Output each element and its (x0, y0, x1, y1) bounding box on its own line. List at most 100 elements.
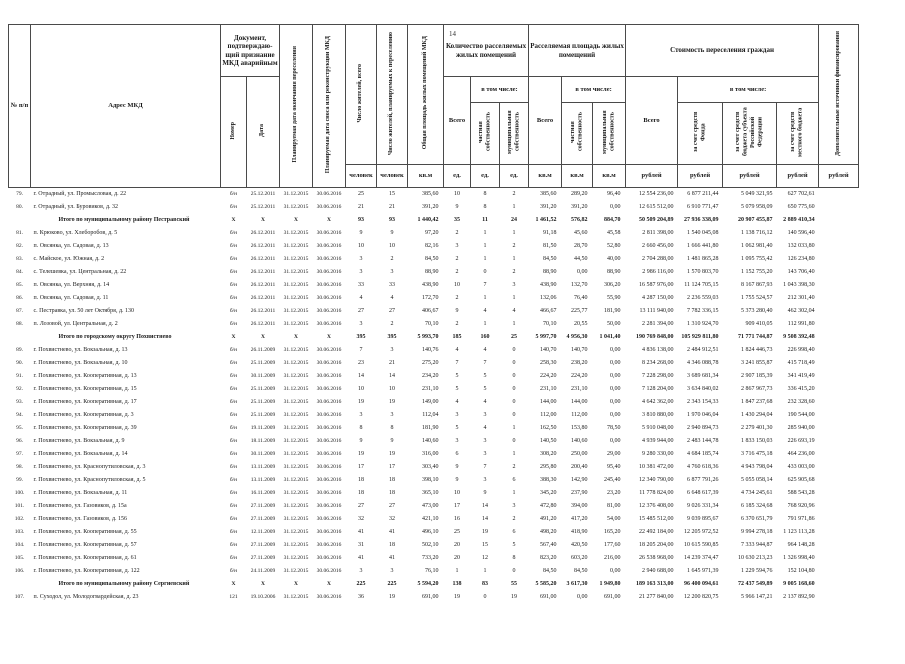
residents-total-cell: 14 (358, 373, 364, 379)
residents-planned-cell: 18 (389, 477, 395, 483)
cost-local-cell: 1 123 113,28 (783, 529, 815, 535)
doc-number-cell: б/н (229, 399, 238, 405)
area-municipal-cell: 177,60 (604, 542, 621, 548)
total-area-cell: 275,20 (422, 360, 439, 366)
units-private-cell: 11 (482, 217, 488, 223)
area-private-cell: 144,00 (571, 399, 588, 405)
total-area-cell: 70,10 (425, 321, 439, 327)
resettlement-table: № п/п Адрес МКД Документ, подтверждаю­щи… (8, 24, 860, 604)
table-row: 98. г. Похвистнево, ул. Краснопутиловская… (9, 461, 859, 474)
doc-date-cell: 13.11.2009 (250, 477, 276, 483)
cost-total-cell: 13 111 940,00 (639, 308, 674, 314)
address-cell: г. Похвистнево, ул. Кооперативная, д. 3 (33, 412, 134, 418)
header-area-total: Всего (528, 76, 563, 165)
cost-total-cell: 12 554 236,00 (639, 191, 674, 197)
units-total-cell: 2 (455, 269, 459, 275)
cost-fund-cell: 12 200 820,75 (684, 594, 719, 600)
address-cell: г. Похвистнево, ул. Краснопутиловская, д… (33, 477, 146, 483)
area-total-cell: 112,00 (540, 412, 557, 418)
area-municipal-cell: 0,00 (610, 373, 621, 379)
residents-planned-cell: 3 (390, 412, 394, 418)
residents-planned-cell: 18 (389, 490, 395, 496)
cost-fund-cell: 1 481 865,28 (687, 256, 719, 262)
units-total-cell: 9 (455, 477, 459, 483)
resettle-date-cell: 31.12.2015 (283, 373, 309, 379)
cost-subject-cell: 1 833 150,03 (741, 438, 773, 444)
residents-total-cell: 8 (359, 425, 363, 431)
doc-number-cell: б/н (229, 425, 238, 431)
cost-local-cell: 132 033,80 (787, 243, 815, 249)
header-area-including: в том числе: (561, 76, 627, 103)
cost-total-cell: 189 163 313,00 (636, 581, 674, 587)
doc-number-cell: б/н (229, 542, 238, 548)
table-row: 100. г. Похвистнево, ул. Вокзальная, д. 1… (9, 487, 859, 500)
cost-local-cell: 1 043 398,30 (783, 282, 815, 288)
cost-total-cell: 50 509 204,89 (639, 217, 674, 223)
residents-total-cell: 27 (358, 308, 364, 314)
extra-sources-cell (819, 461, 859, 474)
total-area-cell: 398,10 (422, 477, 439, 483)
row-number: 106. (14, 568, 25, 574)
units-total-cell: 10 (454, 490, 460, 496)
doc-number-cell: б/н (229, 516, 238, 522)
total-area-cell: 149,00 (422, 399, 439, 405)
cost-total-cell: 12 615 512,00 (639, 204, 674, 210)
table-row: 94. г. Похвистнево, ул. Кооперативная, д.… (9, 409, 859, 422)
units-total-cell: 20 (454, 555, 460, 561)
units-municipal-cell: 2 (512, 269, 516, 275)
residents-total-cell: 41 (358, 529, 364, 535)
units-private-cell: 1 (483, 295, 487, 301)
doc-date-cell: 30.11.2009 (250, 373, 276, 379)
cost-subject-cell: 8 167 867,93 (741, 282, 773, 288)
total-area-cell: 365,10 (422, 490, 439, 496)
summary-row: Итого по муниципальному району Пестравск… (9, 214, 859, 227)
cost-local-cell: 140 596,40 (787, 230, 815, 236)
unit-sqm: кв.м (407, 164, 444, 188)
units-municipal-cell: 19 (511, 594, 518, 600)
residents-total-cell: 9 (359, 438, 363, 444)
address-cell: г. Похвистнево, ул. Вокзальная, д. 13 (33, 347, 128, 353)
cost-total-cell: 2 811 398,00 (642, 230, 674, 236)
units-total-cell: 25 (454, 529, 460, 535)
units-private-cell: 9 (483, 490, 487, 496)
total-area-cell: 473,00 (422, 503, 439, 509)
doc-number-cell: б/н (229, 347, 238, 353)
row-number: 87. (16, 308, 23, 314)
doc-date-cell: 25.11.2009 (250, 360, 276, 366)
doc-number-cell: б/н (229, 386, 238, 392)
area-private-cell: 238,20 (571, 360, 588, 366)
units-private-cell: 5 (483, 386, 487, 392)
residents-total-cell: 18 (358, 477, 364, 483)
area-municipal-cell: 81,00 (607, 503, 621, 509)
area-total-cell: 823,20 (540, 555, 557, 561)
units-municipal-cell: 0 (512, 386, 516, 392)
extra-sources-cell (819, 201, 859, 214)
area-total-cell: 140,70 (540, 347, 557, 353)
cost-total-cell: 16 587 976,00 (639, 282, 674, 288)
extra-sources-cell (819, 370, 859, 383)
units-private-cell: 1 (483, 243, 487, 249)
row-number: 97. (16, 451, 23, 457)
cost-subject-cell: 6 370 651,79 (741, 516, 773, 522)
units-private-cell: 1 (483, 321, 487, 327)
units-total-cell: 17 (454, 503, 460, 509)
resettle-date-cell: 31.12.2015 (283, 438, 309, 444)
area-private-cell: 20,55 (574, 321, 588, 327)
doc-number-cell: X (231, 581, 236, 587)
table-row: 86. п. Овсянка, ул. Садовая, д. 11 б/н 26.1… (9, 292, 859, 305)
cost-subject-cell: 6 185 324,68 (741, 503, 773, 509)
address-cell: г. Похвистнево, ул. Вокзальная, д. 10 (33, 360, 128, 366)
doc-number-cell: б/н (229, 451, 238, 457)
units-total-cell: 6 (455, 451, 459, 457)
cost-fund-cell: 1 645 971,39 (687, 568, 719, 574)
cost-local-cell: 433 003,00 (787, 464, 815, 470)
cost-total-cell: 4 939 944,00 (642, 438, 674, 444)
area-municipal-cell: 55,90 (607, 295, 621, 301)
area-municipal-cell: 1 949,80 (599, 581, 621, 587)
cost-total-cell: 10 381 472,00 (639, 464, 674, 470)
residents-planned-cell: 21 (389, 360, 395, 366)
area-private-cell: 576,82 (571, 217, 588, 223)
residents-total-cell: 225 (356, 581, 366, 587)
total-area-cell: 691,00 (422, 594, 439, 600)
header-total-area: Общая площадь жилых помещений МКД (407, 24, 444, 165)
